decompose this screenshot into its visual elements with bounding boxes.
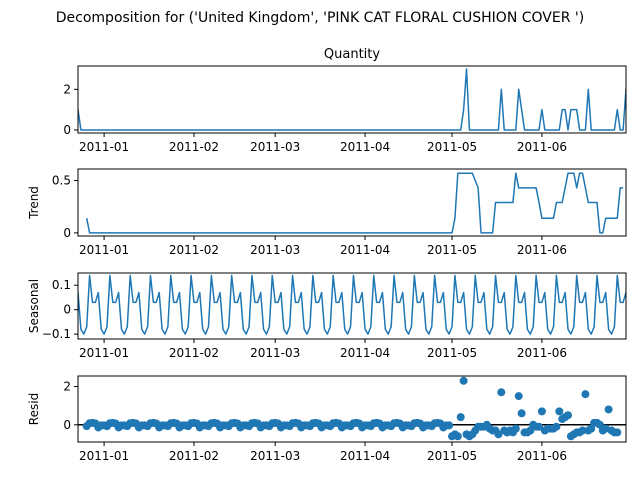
x-tick-label: 2011-05: [427, 243, 477, 257]
y-tick-label: 0: [63, 303, 71, 317]
observed-series-line: [78, 68, 626, 131]
x-tick-label: 2011-01: [79, 449, 129, 463]
y-tick-label: 0: [63, 226, 71, 240]
resid-point: [497, 388, 506, 397]
resid-axes-frame: [77, 375, 627, 443]
figure-suptitle: Decomposition for ('United Kingdom', 'PI…: [56, 10, 584, 26]
x-tick-label: 2011-04: [340, 243, 390, 257]
observed-marks: [78, 68, 626, 131]
x-tick-label: 2011-02: [169, 243, 219, 257]
resid-marks: [82, 376, 622, 441]
resid-point: [514, 392, 523, 401]
x-tick-label: 2011-05: [427, 140, 477, 154]
x-tick-label: 2011-06: [517, 449, 567, 463]
trend-panel: Trend 0 0.5 2011-01 2011-02 2011-03 2011-04 201…: [27, 168, 627, 257]
resid-point: [494, 430, 503, 439]
resid-point: [564, 411, 573, 420]
y-tick-label: 0.5: [52, 174, 71, 188]
seasonal-panel: Seasonal−0.1 0 0.1 2011-01 2011-02 2011-03 201…: [27, 272, 627, 360]
y-tick-label: 2: [63, 380, 71, 394]
y-tick-label: 0: [63, 418, 71, 432]
observed-title: Quantity: [324, 47, 380, 62]
resid-point: [578, 426, 587, 435]
x-tick-label: 2011-01: [79, 346, 129, 360]
x-tick-label: 2011-04: [340, 140, 390, 154]
x-tick-label: 2011-01: [79, 140, 129, 154]
y-tick-label: −0.1: [42, 327, 71, 341]
x-tick-label: 2011-04: [340, 346, 390, 360]
trend-ylabel: Trend: [27, 186, 41, 220]
y-tick-label: 2: [63, 82, 71, 96]
x-tick-label: 2011-03: [250, 346, 300, 360]
seasonal-series-line: [78, 274, 626, 335]
observed-panel: Quantity 0 2 2011-01 2011-02 2011-03 2011-04 20…: [63, 47, 627, 154]
observed-axes-frame: [77, 65, 627, 134]
y-tick-label: 0.1: [52, 278, 71, 292]
seasonal-marks: [78, 274, 626, 335]
resid-point: [517, 409, 526, 418]
y-tick-label: 0: [63, 123, 71, 137]
x-tick-label: 2011-02: [169, 346, 219, 360]
resid-point: [555, 407, 564, 416]
x-tick-label: 2011-06: [517, 140, 567, 154]
x-tick-label: 2011-02: [169, 140, 219, 154]
x-tick-label: 2011-04: [340, 449, 390, 463]
x-tick-label: 2011-03: [250, 243, 300, 257]
x-tick-label: 2011-05: [427, 449, 477, 463]
resid-point: [613, 428, 622, 437]
resid-point: [445, 421, 454, 430]
trend-marks: [85, 172, 624, 234]
x-tick-label: 2011-03: [250, 140, 300, 154]
x-tick-label: 2011-06: [517, 346, 567, 360]
seasonal-axes-frame: [77, 272, 627, 340]
x-tick-label: 2011-02: [169, 449, 219, 463]
resid-point: [453, 432, 462, 441]
x-tick-label: 2011-01: [79, 243, 129, 257]
trend-series-line: [85, 172, 624, 234]
resid-point: [456, 413, 465, 422]
resid-point: [535, 422, 544, 431]
resid-point: [511, 424, 520, 433]
resid-point: [459, 376, 468, 385]
x-tick-label: 2011-05: [427, 346, 477, 360]
resid-point: [581, 390, 590, 399]
resid-point: [537, 407, 546, 416]
resid-ylabel: Resid: [27, 393, 41, 425]
resid-panel: Resid 0 2 2011-01 2011-02 2011-03 2011-04 2011-…: [27, 375, 627, 463]
x-tick-label: 2011-06: [517, 243, 567, 257]
x-tick-label: 2011-03: [250, 449, 300, 463]
resid-point: [604, 405, 613, 414]
trend-axes-frame: [77, 168, 627, 237]
seasonal-ylabel: Seasonal: [27, 279, 41, 333]
resid-point: [552, 422, 561, 431]
